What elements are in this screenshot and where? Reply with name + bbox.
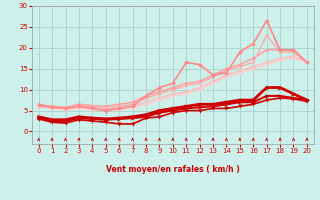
X-axis label: Vent moyen/en rafales ( km/h ): Vent moyen/en rafales ( km/h ) (106, 165, 240, 174)
